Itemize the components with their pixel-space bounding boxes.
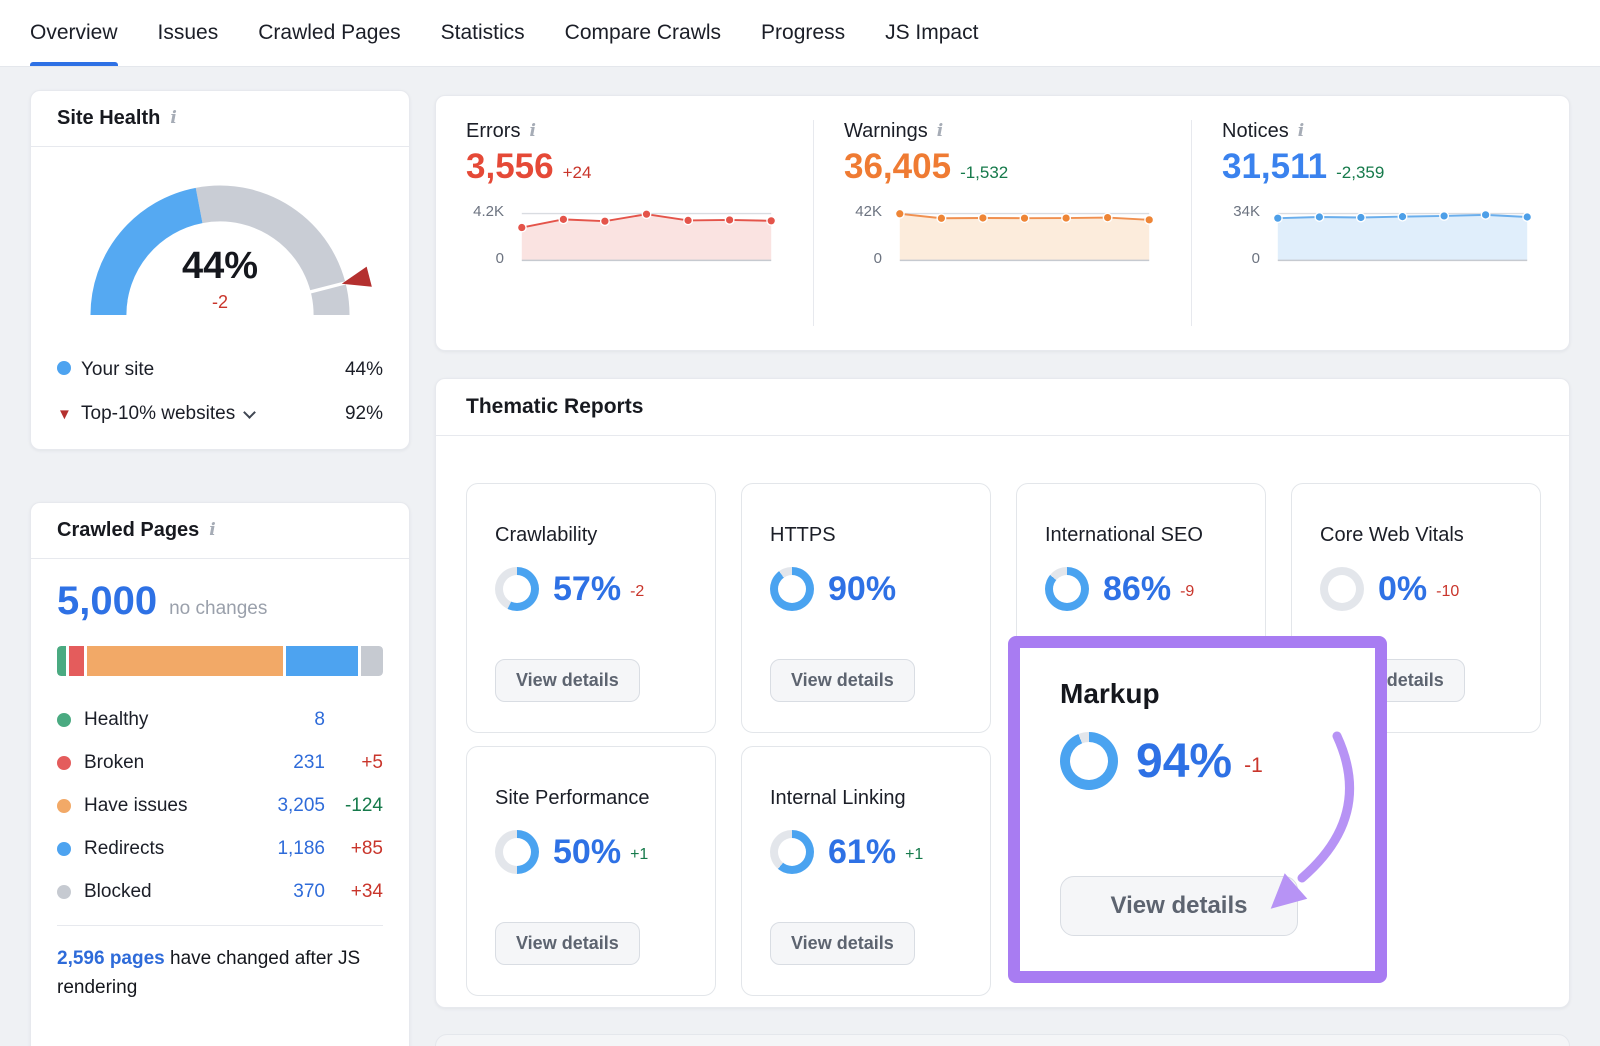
site-health-score: 44% [181,245,259,287]
international-seo-donut [1045,567,1089,611]
blue-dot-icon [57,361,71,375]
bar-segment [57,646,67,676]
notices-column: Notices 31,511 -2,359 34K 0 [1191,120,1569,326]
red-dot-icon [57,755,71,770]
warnings-axis: 42K 0 [855,203,882,267]
top-nav: Overview Issues Crawled Pages Statistics… [0,0,1600,67]
https-donut [770,567,814,611]
info-icon[interactable] [170,110,176,127]
site-health-title: Site Health [57,107,161,129]
site-health-score-delta: -2 [211,292,228,312]
view-details-button[interactable]: View details [770,659,915,702]
tab-progress[interactable]: Progress [761,21,846,44]
crawlability-donut [495,567,539,611]
crawled-row-broken: Broken 231 +5 [57,741,383,784]
legend-top10-websites: ▼ Top-10% websites 92% [57,403,383,424]
errors-column: Errors 3,556 +24 4.2K 0 [436,120,813,326]
tab-overview[interactable]: Overview [30,0,118,66]
crawled-pages-title: Crawled Pages [57,519,200,541]
changed-pages-link[interactable]: 2,596 pages [57,948,165,969]
bar-segment [69,646,84,676]
warnings-column: Warnings 36,405 -1,532 42K 0 [813,120,1191,326]
view-details-button[interactable]: View details [495,922,640,965]
bar-segment [86,646,283,676]
core-web-vitals-donut [1320,567,1364,611]
info-icon[interactable] [1298,123,1304,140]
tab-js-impact[interactable]: JS Impact [885,21,979,44]
errors-axis: 4.2K 0 [473,203,504,267]
site-health-gauge: 44% -2 [64,173,376,320]
report-card-crawlability: Crawlability 57% -2 View details [466,483,716,733]
markup-highlight-box: Markup 94% -1 View details [1008,636,1387,983]
js-rendering-note: 2,596 pages have changed after JS render… [57,948,361,999]
info-icon[interactable] [937,123,943,140]
markup-view-details-button[interactable]: View details [1060,876,1298,936]
notices-sparkline [1270,203,1535,269]
gray-dot-icon [57,884,71,899]
view-details-button[interactable]: View details [495,659,640,702]
warnings-count[interactable]: 36,405 [844,147,952,186]
crawled-pages-note: no changes [169,598,268,619]
tab-crawled-pages[interactable]: Crawled Pages [258,21,401,44]
markup-title: Markup [1060,678,1160,709]
crawled-row-redirects: Redirects 1,186 +85 [57,827,383,870]
notices-count[interactable]: 31,511 [1222,147,1328,186]
warnings-title: Warnings [844,120,928,142]
report-card-https: HTTPS 90% View details [741,483,991,733]
thematic-reports-card: Thematic Reports Crawlability 57% -2 Vie… [435,378,1570,1008]
green-dot-icon [57,712,71,727]
notices-title: Notices [1222,120,1289,142]
tab-compare-crawls[interactable]: Compare Crawls [564,21,722,44]
blue-dot-icon [57,841,71,856]
internal-linking-donut [770,830,814,874]
warnings-sparkline [892,203,1157,269]
divider [31,558,409,559]
bar-segment [361,646,383,676]
red-triangle-icon: ▼ [57,406,72,423]
errors-delta: +24 [562,163,592,182]
crawled-row-healthy: Healthy 8 [57,698,383,741]
notices-delta: -2,359 [1336,163,1385,182]
warnings-delta: -1,532 [960,163,1009,182]
crawled-pages-card: Crawled Pages 5,000 no changes Healthy 8… [30,502,410,1046]
markup-donut [1060,732,1118,790]
errors-count[interactable]: 3,556 [466,147,554,186]
bar-segment [285,646,359,676]
legend-your-site: Your site 44% [57,348,383,392]
tab-issues[interactable]: Issues [157,21,219,44]
divider [436,435,1569,436]
site-performance-donut [495,830,539,874]
report-card-internal-linking: Internal Linking 61% +1 View details [741,746,991,996]
view-details-button[interactable]: View details [770,922,915,965]
errors-title: Errors [466,120,521,142]
info-icon[interactable] [529,123,535,140]
divider [57,925,383,926]
crawled-row-have-issues: Have issues 3,205 -124 [57,784,383,827]
tab-statistics[interactable]: Statistics [440,21,525,44]
crawled-pages-total: 5,000 [57,579,158,623]
thematic-reports-title: Thematic Reports [466,395,644,418]
crawled-pages-stacked-bar [57,646,383,676]
info-icon[interactable] [209,522,215,539]
site-health-card: Site Health 44% -2 Your site 44% ▼ Top-1… [30,90,410,450]
next-section-card-edge [435,1034,1570,1046]
notices-axis: 34K 0 [1233,203,1260,267]
divider [31,146,409,147]
orange-dot-icon [57,798,71,813]
chevron-down-icon[interactable] [243,405,257,419]
report-card-site-performance: Site Performance 50% +1 View details [466,746,716,996]
errors-sparkline [514,203,779,269]
issue-totals-card: Errors 3,556 +24 4.2K 0 Warn [435,95,1570,351]
crawled-row-blocked: Blocked 370 +34 [57,870,383,913]
